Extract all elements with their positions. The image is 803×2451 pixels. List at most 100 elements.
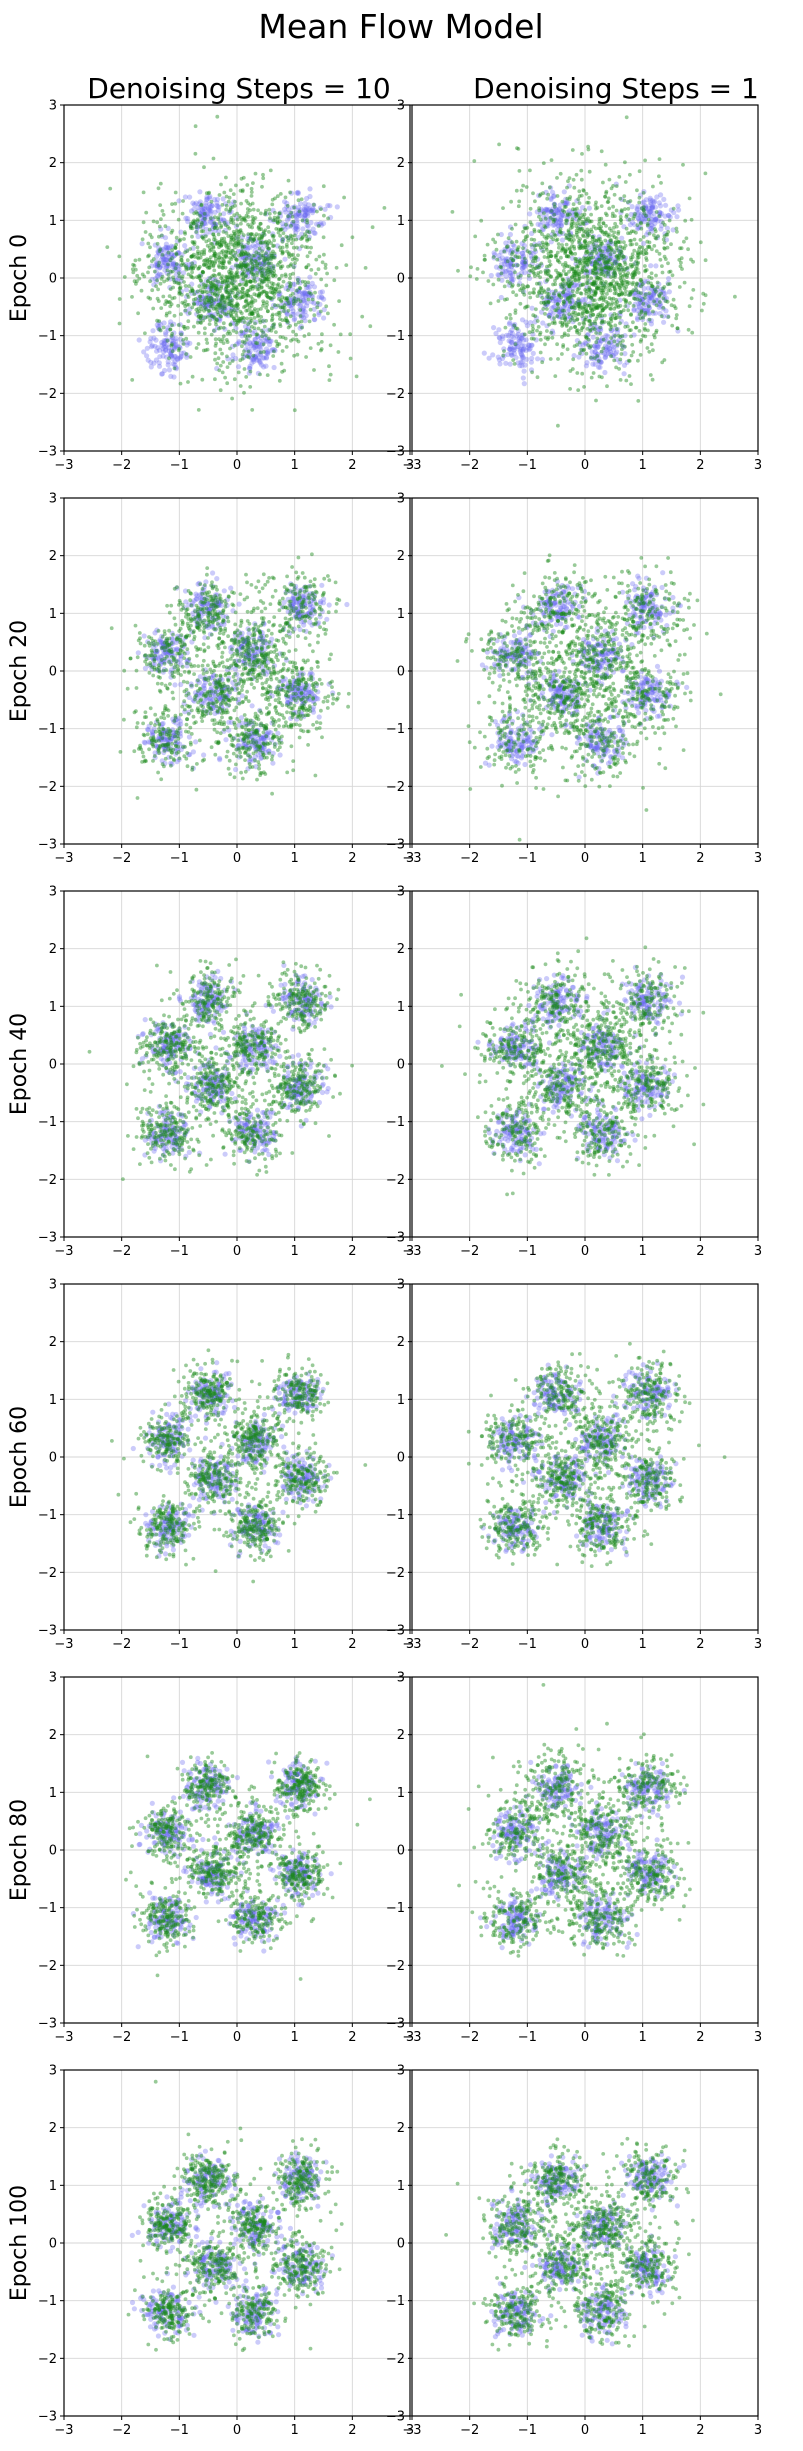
generated-point	[581, 275, 585, 279]
panel-grid: Epoch 0−3 −2 −1 0 1 2 3−3−2−10123−3 −2 −1 0 1 2 3−3−…	[7, 99, 762, 2439]
generated-point	[556, 306, 560, 310]
generated-point	[483, 258, 487, 262]
generated-point	[573, 252, 577, 256]
generated-point	[167, 251, 171, 255]
generated-point	[159, 329, 163, 333]
generated-point	[278, 311, 282, 315]
generated-point	[242, 349, 246, 353]
generated-point	[599, 229, 603, 233]
generated-point	[552, 213, 556, 217]
reference-point	[529, 356, 534, 361]
generated-point	[262, 342, 266, 346]
generated-point	[184, 337, 188, 341]
generated-point	[517, 147, 521, 151]
generated-point	[562, 309, 566, 313]
generated-point	[208, 318, 212, 322]
reference-point	[319, 295, 324, 300]
generated-point	[652, 233, 656, 237]
generated-point	[198, 298, 202, 302]
generated-point	[663, 223, 667, 227]
generated-point	[217, 233, 221, 237]
generated-point	[290, 241, 294, 245]
reference-point	[311, 208, 316, 213]
generated-point	[539, 301, 543, 305]
generated-point	[607, 197, 611, 201]
reference-point	[591, 335, 596, 340]
generated-point	[618, 316, 622, 320]
reference-point	[648, 263, 653, 268]
generated-point	[608, 296, 612, 300]
generated-point	[561, 277, 565, 281]
generated-point	[204, 240, 208, 244]
reference-point	[294, 215, 299, 220]
reference-point	[149, 344, 154, 349]
generated-point	[676, 326, 680, 330]
generated-point	[275, 313, 279, 317]
reference-point	[595, 345, 600, 350]
generated-point	[651, 185, 655, 189]
generated-point	[278, 290, 282, 294]
generated-point	[278, 234, 282, 238]
generated-point	[560, 231, 564, 235]
reference-point	[321, 315, 326, 320]
generated-point	[624, 215, 628, 219]
generated-point	[579, 291, 583, 295]
generated-point	[607, 341, 611, 345]
generated-point	[179, 285, 183, 289]
reference-point	[489, 273, 494, 278]
generated-point	[544, 241, 548, 245]
generated-point	[233, 377, 237, 381]
generated-point	[326, 312, 330, 316]
generated-point	[637, 271, 641, 275]
generated-point	[320, 340, 324, 344]
generated-point	[249, 295, 253, 299]
generated-point	[660, 314, 664, 318]
generated-point	[274, 287, 278, 291]
generated-point	[175, 236, 179, 240]
generated-point	[578, 217, 582, 221]
generated-point	[231, 205, 235, 209]
generated-point	[270, 203, 274, 207]
generated-point	[522, 239, 526, 243]
generated-point	[615, 209, 619, 213]
generated-point	[166, 263, 170, 267]
reference-point	[498, 340, 503, 345]
generated-point	[243, 320, 247, 324]
x-tick-label: 2	[696, 458, 704, 473]
reference-point	[169, 244, 174, 249]
reference-point	[335, 204, 340, 209]
generated-point	[577, 279, 581, 283]
generated-point	[191, 375, 195, 379]
generated-point	[267, 296, 271, 300]
reference-point	[183, 216, 188, 221]
generated-point	[512, 324, 516, 328]
generated-point	[619, 221, 623, 225]
generated-point	[598, 277, 602, 281]
generated-point	[212, 283, 216, 287]
generated-point	[568, 233, 572, 237]
generated-point	[598, 217, 602, 221]
reference-point	[157, 360, 162, 365]
generated-point	[270, 326, 274, 330]
generated-point	[688, 197, 692, 201]
generated-point	[248, 306, 252, 310]
generated-point	[255, 232, 259, 236]
generated-point	[629, 239, 633, 243]
generated-point	[555, 342, 559, 346]
generated-point	[321, 260, 325, 264]
generated-point	[682, 240, 686, 244]
generated-point	[690, 218, 694, 222]
generated-point	[156, 288, 160, 292]
generated-point	[201, 319, 205, 323]
generated-point	[539, 351, 543, 355]
generated-point	[600, 319, 604, 323]
generated-point	[208, 309, 212, 313]
generated-point	[704, 293, 708, 297]
generated-point	[530, 243, 534, 247]
generated-point	[166, 339, 170, 343]
generated-point	[229, 303, 233, 307]
generated-point	[188, 311, 192, 315]
generated-point	[528, 291, 532, 295]
generated-point	[628, 374, 632, 378]
generated-point	[572, 186, 576, 190]
